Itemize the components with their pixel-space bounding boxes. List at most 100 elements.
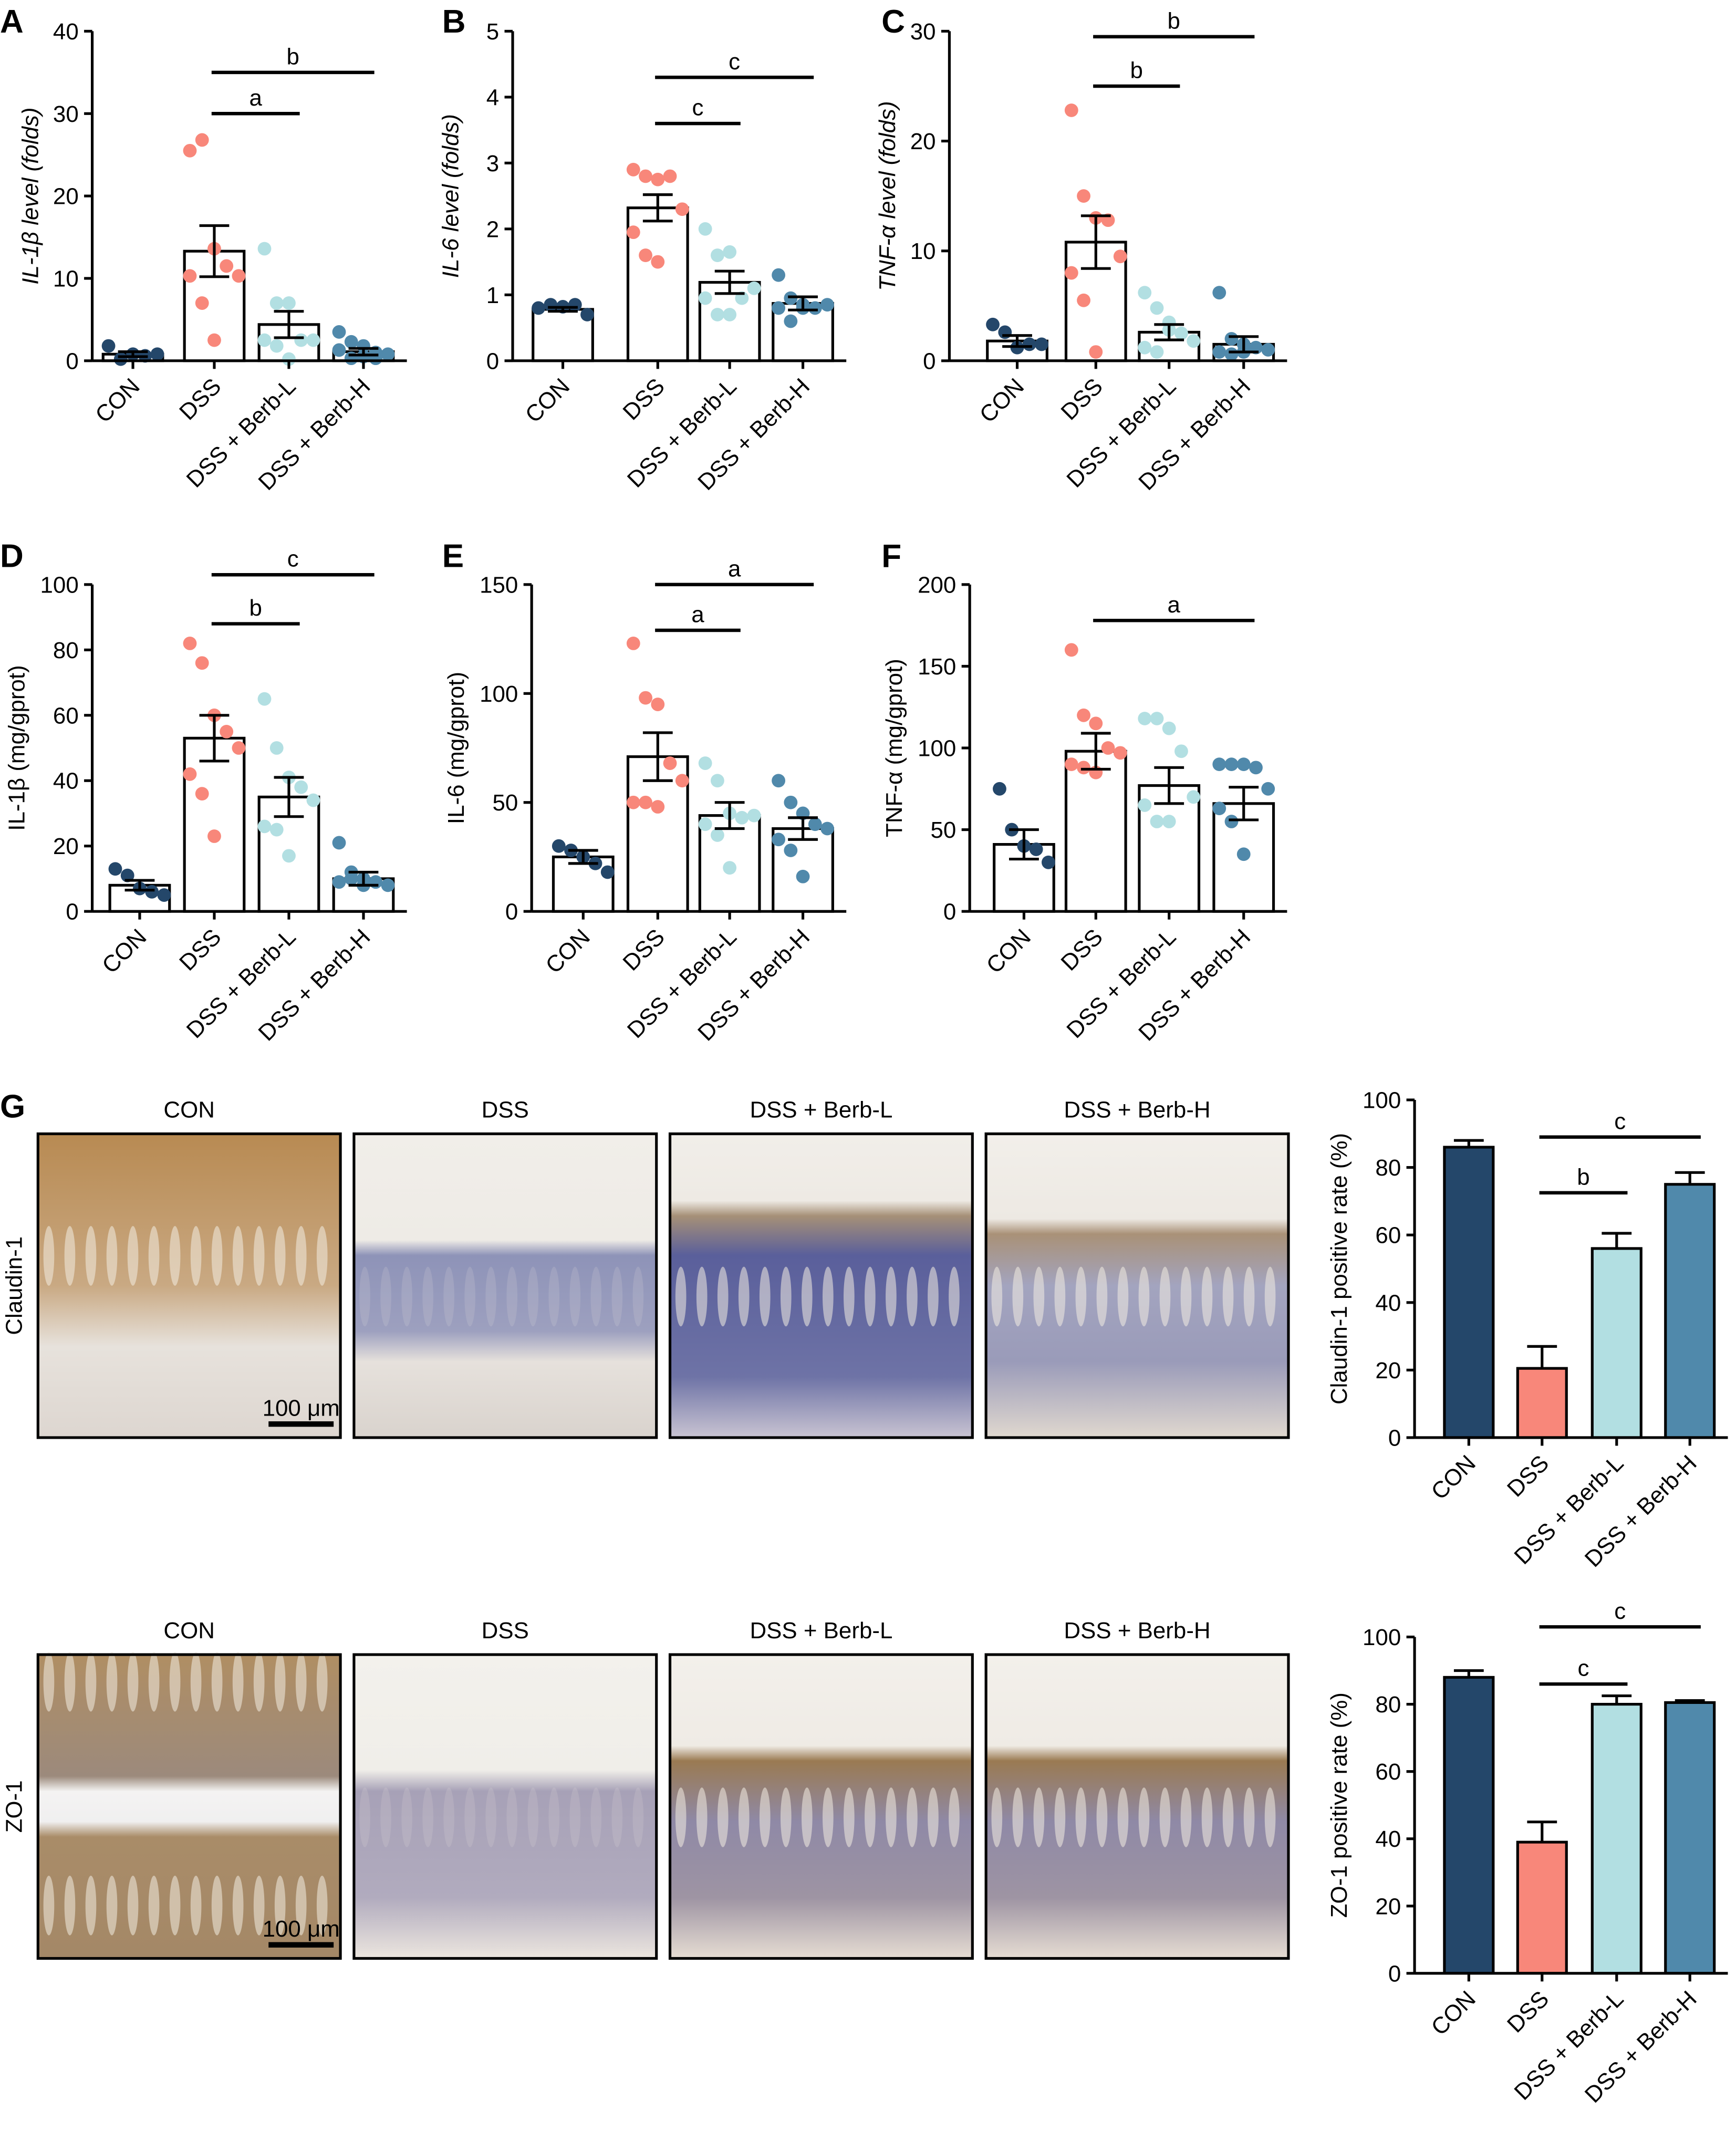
data-point [1064,266,1078,280]
crypt-texture [1201,1266,1213,1327]
significance-label: b [250,595,262,621]
y-tick-label: 60 [1375,1223,1401,1249]
data-point [157,888,171,902]
chart-panel-g2: 0 20 40 60 80 100 ZO-1 positive rate (%) CON DSS… [1326,1598,1728,2108]
crypt-texture [169,1875,181,1936]
crypt-texture [865,1266,876,1327]
y-tick-label: 1 [486,283,499,308]
data-point [183,636,197,650]
y-tick-label: 0 [1388,1425,1401,1451]
y-tick-label: 200 [918,572,956,598]
data-point [993,782,1006,796]
data-point [710,248,724,262]
crypt-texture [232,1651,244,1712]
y-tick-label: 20 [53,834,79,859]
crypt-texture [1159,1266,1171,1327]
crypt-texture [590,1787,602,1847]
y-tick-label: 60 [53,703,79,729]
data-point [369,351,383,366]
y-tick-label: 100 [1363,1625,1401,1650]
crypt-texture [569,1266,581,1327]
tissue-image [354,1133,657,1438]
significance-label: a [728,556,741,581]
y-tick-label: 0 [943,899,956,925]
y-axis-label: ZO-1 positive rate (%) [1326,1692,1352,1918]
data-point [626,795,640,809]
x-tick-label: DSS [618,373,669,425]
y-tick-label: 40 [1375,1826,1401,1852]
row-label: ZO-1 [1,1780,27,1833]
data-point [639,248,652,262]
data-point [1261,782,1275,796]
crypt-texture [443,1266,454,1327]
significance-label: a [691,602,704,628]
significance-label: a [1168,592,1181,618]
significance-label: b [1130,57,1143,83]
crypt-texture [590,1266,602,1327]
crypt-texture [844,1787,855,1847]
crypt-texture [148,1875,160,1936]
data-point [808,301,822,315]
data-point [257,692,272,706]
crypt-texture [232,1875,244,1936]
crypt-texture [527,1266,539,1327]
data-point [195,787,209,801]
data-point [1077,189,1090,203]
data-point [108,862,122,876]
y-tick-label: 20 [1375,1894,1401,1919]
y-tick-label: 80 [1375,1155,1401,1181]
x-tick-label: CON [981,924,1036,979]
data-point [1212,802,1226,816]
data-point [183,767,197,781]
data-point [1150,345,1164,359]
crypt-texture [253,1226,265,1286]
crypt-texture [1075,1787,1087,1847]
tissue-image [986,1133,1288,1438]
data-point [639,691,652,705]
data-point [1113,746,1127,760]
crypt-texture [169,1651,181,1712]
scale-bar-label: 100 μm [263,1396,340,1421]
crypt-texture [316,1651,328,1712]
tissue-image [986,1655,1288,1959]
micrograph-grid: G Claudin-1 CON 100 μm DSS DSS + Berb-L DSS + … [0,1089,1290,1960]
crypt-texture [380,1266,391,1327]
data-point [710,774,724,788]
scale-bar-label: 100 μm [263,1916,340,1942]
data-point [1064,757,1078,772]
crypt-texture [823,1787,834,1847]
column-title: DSS [482,1097,529,1123]
y-tick-label: 150 [918,654,956,680]
y-tick-label: 2 [486,216,499,242]
data-point [544,298,558,312]
crypt-texture [190,1651,202,1712]
significance-label: c [1614,1108,1626,1134]
data-point [381,878,395,892]
data-point [257,242,272,256]
x-tick-label: DSS [1056,373,1107,425]
crypt-texture [928,1266,939,1327]
crypt-texture [106,1651,118,1712]
crypt-texture [548,1787,560,1847]
data-point [784,844,798,857]
crypt-texture [1096,1787,1108,1847]
crypt-texture [401,1266,412,1327]
data-point [626,225,640,240]
data-point [675,774,689,788]
y-tick-label: 5 [486,19,499,45]
panel-letter: G [0,1089,25,1125]
data-point [207,333,221,347]
significance-label: b [1168,8,1180,34]
crypt-texture [1201,1787,1213,1847]
data-point [120,868,134,882]
crypt-texture [422,1787,433,1847]
data-point [1224,347,1239,361]
crypt-texture [43,1875,55,1936]
data-point [1174,326,1188,340]
data-point [1150,301,1164,315]
y-tick-label: 3 [486,151,499,176]
crypt-texture [211,1226,223,1286]
crypt-texture [295,1651,307,1712]
